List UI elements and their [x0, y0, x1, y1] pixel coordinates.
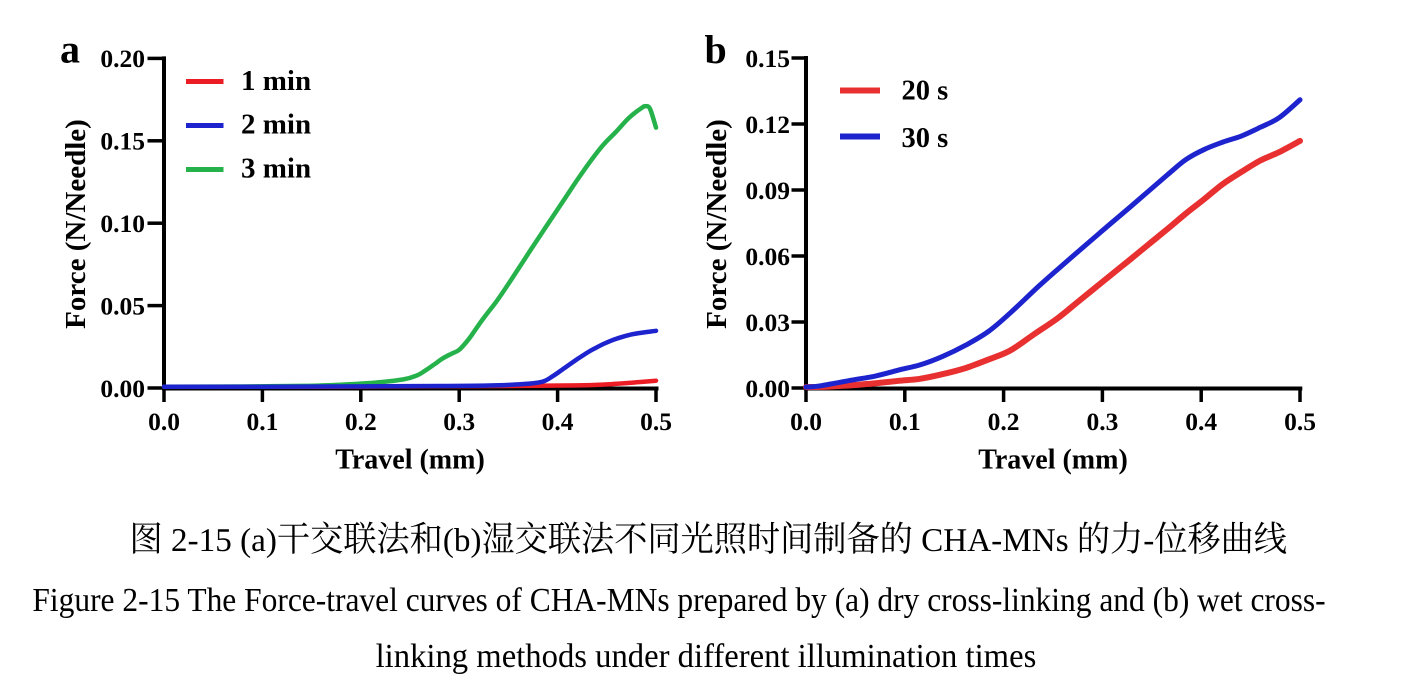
- svg-text:Travel (mm): Travel (mm): [978, 445, 1128, 476]
- svg-text:0.10: 0.10: [100, 209, 145, 238]
- svg-text:0.5: 0.5: [640, 407, 672, 436]
- svg-text:0.2: 0.2: [345, 407, 377, 436]
- svg-text:Figure 2-15 The Force-travel c: Figure 2-15 The Force-travel curves of C…: [32, 582, 1325, 619]
- svg-text:0.09: 0.09: [745, 176, 790, 205]
- svg-text:0.3: 0.3: [1086, 407, 1118, 436]
- svg-text:0.4: 0.4: [1185, 407, 1217, 436]
- svg-text:linking methods under differen: linking methods under different illumina…: [376, 638, 1037, 675]
- svg-text:0.0: 0.0: [148, 407, 180, 436]
- svg-text:0.05: 0.05: [100, 291, 145, 320]
- svg-text:0.06: 0.06: [745, 242, 790, 271]
- svg-text:a: a: [60, 27, 80, 72]
- svg-text:0.0: 0.0: [790, 407, 822, 436]
- svg-text:0.2: 0.2: [988, 407, 1020, 436]
- svg-text:0.3: 0.3: [443, 407, 475, 436]
- svg-text:0.12: 0.12: [745, 110, 790, 139]
- svg-text:0.00: 0.00: [745, 374, 790, 403]
- svg-text:Force (N/Needle): Force (N/Needle): [701, 119, 733, 329]
- svg-text:0.1: 0.1: [246, 407, 278, 436]
- svg-text:0.15: 0.15: [100, 127, 145, 156]
- svg-text:0.03: 0.03: [745, 308, 790, 337]
- svg-text:20 s: 20 s: [902, 76, 949, 107]
- svg-text:b: b: [705, 27, 727, 72]
- svg-text:0.5: 0.5: [1284, 407, 1316, 436]
- svg-text:1 min: 1 min: [241, 65, 311, 97]
- svg-text:0.00: 0.00: [100, 374, 145, 403]
- svg-text:0.20: 0.20: [100, 44, 145, 73]
- svg-text:0.15: 0.15: [745, 44, 790, 73]
- svg-text:30 s: 30 s: [902, 123, 949, 154]
- svg-text:Force (N/Needle): Force (N/Needle): [60, 119, 92, 329]
- svg-text:3 min: 3 min: [241, 153, 311, 185]
- svg-text:2 min: 2 min: [241, 109, 311, 141]
- svg-text:Travel (mm): Travel (mm): [335, 445, 485, 476]
- svg-text:0.4: 0.4: [542, 407, 574, 436]
- svg-text:0.1: 0.1: [889, 407, 921, 436]
